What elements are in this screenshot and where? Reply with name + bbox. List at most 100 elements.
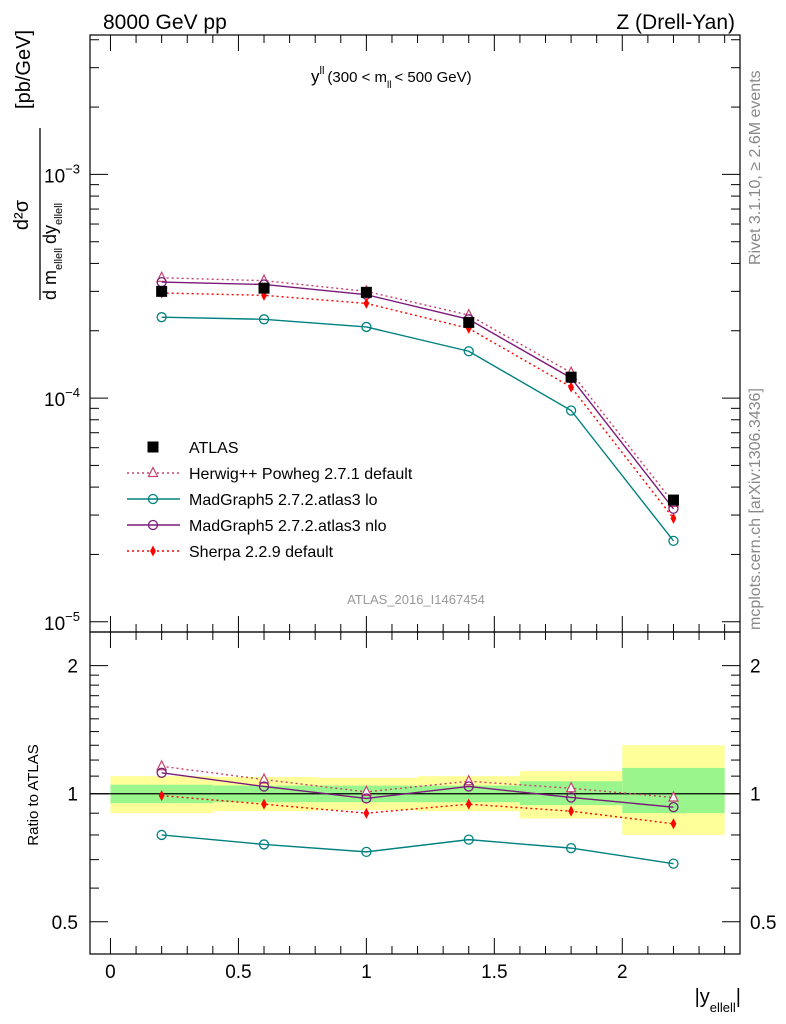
madgraph5-2-7-2-atlas3-lo-ratio-line — [161, 834, 674, 865]
legend-label-herwig-powheg-2-7-1-default: Herwig++ Powheg 2.7.1 default — [189, 466, 413, 483]
herwig-powheg-2-7-1-default-ratio-point — [565, 781, 577, 793]
sherpa-2-2-9-default-ratio-point — [363, 807, 370, 819]
x-label-end: | — [736, 986, 741, 1008]
sherpa-2-2-9-default-ratio-line — [161, 794, 674, 825]
plot-label-rest-b: < 500 GeV) — [394, 69, 471, 86]
madgraph5-2-7-2-atlas3-nlo-line — [161, 281, 675, 510]
madgraph5-2-7-2-atlas3-nlo-ratio-line — [161, 772, 674, 808]
x-label-main: |y — [695, 986, 710, 1008]
herwig-powheg-2-7-1-default-ratio-line — [161, 765, 674, 799]
legend-marker-atlas — [147, 441, 159, 453]
madgraph5-2-7-2-atlas3-lo-line — [161, 316, 675, 542]
sherpa-2-2-9-default-point — [568, 381, 575, 393]
sherpa-2-2-9-default-ratio-point — [261, 798, 267, 810]
legend-label-madgraph5-2-7-2-atlas3-lo: MadGraph5 2.7.2.atlas3 lo — [189, 492, 378, 509]
header-left: 8000 GeV pp — [103, 11, 227, 34]
sherpa-2-2-9-default-ratio-point — [158, 790, 165, 802]
atlas-point — [156, 285, 168, 297]
ratio-tick-label-left: 2 — [67, 657, 78, 678]
main-panel: 10−310−410−5 yll (300 < mll < 500 GeV) ATL… — [11, 30, 741, 635]
ratio-band-inner — [622, 767, 725, 814]
herwig-powheg-2-7-1-default-ratio-point — [258, 772, 270, 784]
sherpa-2-2-9-default-point — [670, 512, 677, 524]
herwig-powheg-2-7-1-default-point — [156, 270, 168, 282]
ratio-tick-label-left: 0.5 — [52, 913, 78, 934]
ratio-axis-label: Ratio to ATLAS — [25, 744, 42, 845]
y-label-den-sub-a: ellell — [53, 248, 65, 270]
madgraph5-2-7-2-atlas3-nlo-ratio-point — [463, 781, 474, 792]
y-label-den-a: d m — [40, 270, 60, 300]
x-tick-label: 1.5 — [481, 962, 507, 983]
madgraph5-2-7-2-atlas3-lo-ratio-point — [565, 842, 577, 854]
sherpa-2-2-9-default-ratio-point — [568, 805, 575, 817]
atlas-point — [565, 371, 577, 383]
herwig-powheg-2-7-1-default-ratio-point — [360, 785, 372, 796]
y-tick-label: 10−3 — [44, 161, 80, 187]
sherpa-2-2-9-default-line — [161, 292, 675, 519]
y-label-unit: [pb/GeV] — [13, 30, 35, 109]
legend-marker-herwig-powheg-2-7-1-default — [147, 466, 159, 478]
x-tick-label: 2 — [617, 962, 628, 983]
madgraph5-2-7-2-atlas3-lo-point — [463, 346, 474, 357]
ratio-series — [156, 759, 679, 869]
rivet-label: Rivet 3.1.10, ≥ 2.6M events — [747, 70, 764, 265]
legend-label-atlas: ATLAS — [189, 440, 239, 457]
madgraph5-2-7-2-atlas3-lo-point — [668, 535, 679, 547]
ratio-tick-label-left: 1 — [67, 785, 78, 806]
x-tick-label: 0 — [105, 962, 116, 983]
herwig-powheg-2-7-1-default-ratio-point — [667, 790, 679, 802]
madgraph5-2-7-2-atlas3-lo-ratio-point — [463, 834, 474, 845]
legend-marker-madgraph5-2-7-2-atlas3-nlo — [147, 519, 159, 531]
ratio-frame — [89, 631, 741, 955]
legend: ATLAS Herwig++ Powheg 2.7.1 default MadGra… — [127, 440, 413, 561]
ratio-tick-label-right: 0.5 — [750, 913, 776, 934]
legend-marker-sherpa-2-2-9-default — [150, 545, 156, 557]
atlas-point — [463, 316, 475, 328]
y-label-den-b: dy — [40, 225, 60, 244]
y-label-numerator: d²σ — [11, 199, 33, 230]
legend-label-madgraph5-2-7-2-atlas3-nlo: MadGraph5 2.7.2.atlas3 nlo — [189, 518, 387, 535]
sherpa-2-2-9-default-ratio-point — [465, 798, 472, 810]
x-axis-label: |yellell| — [695, 986, 741, 1015]
mcplots-label: mcplots.cern.ch [arXiv:1306.3436] — [747, 388, 764, 630]
madgraph5-2-7-2-atlas3-lo-ratio-point — [258, 839, 270, 850]
sherpa-2-2-9-default-point — [363, 297, 370, 309]
ratio-axis-ticks: 0 0.5 1 1.5 2 0.5 0.5 1 1 2 2 — [52, 632, 776, 983]
main-axis-ticks: 10−3 10−4 10−5 — [44, 35, 740, 635]
x-tick-label: 1 — [361, 962, 372, 983]
legend-marker-madgraph5-2-7-2-atlas3-lo — [147, 493, 159, 505]
plot-label: yll (300 < mll < 500 GeV) — [311, 65, 472, 91]
y-tick-label: 10−5 — [44, 609, 80, 635]
plot-label-sub: ll — [387, 80, 391, 91]
y-tick-label: 10−4 — [44, 385, 80, 411]
plot-label-rest-a: (300 < m — [327, 69, 387, 86]
madgraph5-2-7-2-atlas3-nlo-ratio-point — [565, 792, 577, 803]
atlas-point — [667, 494, 679, 506]
plot-label-main: y — [311, 67, 320, 86]
madgraph5-2-7-2-atlas3-lo-ratio-point — [361, 846, 372, 858]
madgraph5-2-7-2-atlas3-lo-point — [565, 405, 577, 416]
ratio-panel: 0 0.5 1 1.5 2 0.5 0.5 1 1 2 2 Ratio to ATLAS — [25, 631, 776, 983]
madgraph5-2-7-2-atlas3-lo-point — [156, 312, 167, 323]
ratio-bands — [110, 745, 725, 835]
madgraph5-2-7-2-atlas3-nlo-ratio-point — [156, 767, 167, 778]
watermark: ATLAS_2016_I1467454 — [347, 592, 485, 607]
y-label-denominator: d mellelldyellell — [40, 203, 65, 300]
madgraph5-2-7-2-atlas3-nlo-ratio-point — [258, 781, 270, 792]
ratio-tick-label-right: 2 — [750, 657, 761, 678]
atlas-point — [258, 282, 270, 294]
atlas-point — [360, 286, 372, 298]
y-axis-label: d²σ d mellelldyellell [pb/GeV] — [11, 30, 65, 300]
x-tick-label: 0.5 — [225, 962, 251, 983]
header-right: Z (Drell-Yan) — [616, 11, 735, 34]
ratio-tick-label-right: 1 — [750, 785, 761, 806]
plot-label-sup: ll — [320, 65, 325, 77]
sherpa-2-2-9-default-ratio-point — [670, 818, 677, 830]
main-series — [156, 270, 679, 547]
madgraph5-2-7-2-atlas3-lo-ratio-point — [668, 858, 679, 869]
madgraph5-2-7-2-atlas3-nlo-ratio-point — [361, 793, 372, 804]
herwig-powheg-2-7-1-default-line — [161, 277, 675, 504]
madgraph5-2-7-2-atlas3-nlo-ratio-point — [668, 801, 679, 813]
x-label-sub: ellell — [710, 1000, 736, 1015]
